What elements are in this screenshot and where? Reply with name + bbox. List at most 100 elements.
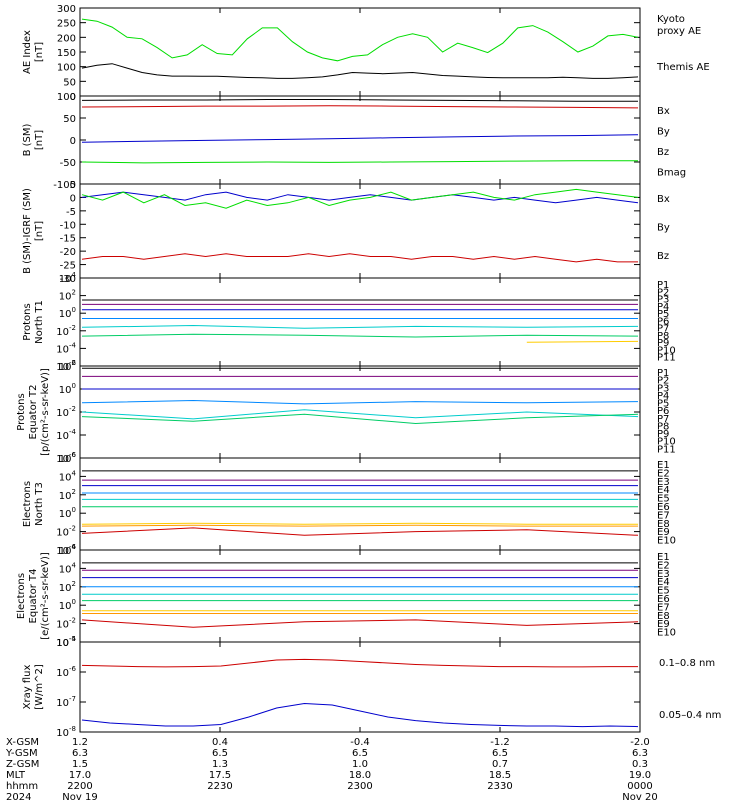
legend-label: P1: [657, 368, 669, 379]
y-tick-label: 104: [59, 469, 77, 483]
legend-label: E8: [657, 519, 670, 530]
y-tick-label: 50: [63, 114, 76, 125]
panel-frame: [79, 365, 641, 459]
axis-table-label: Y-GSM: [5, 748, 38, 759]
legend-label: Bx: [657, 194, 670, 205]
y-tick-label: 10-4: [56, 543, 76, 557]
legend-label: E10: [657, 536, 676, 547]
axis-table-label: MLT: [6, 770, 26, 781]
y-axis-label: Xray flux: [22, 665, 33, 710]
series-line-P5: [81, 324, 639, 329]
axis-table-value: -1.2: [490, 737, 510, 748]
legend-label: E7: [657, 602, 670, 613]
y-tick-label: -15: [60, 234, 76, 245]
axis-table-value: 1.5: [72, 759, 88, 770]
series-line-P6: [81, 413, 639, 425]
y-tick-label: 5: [70, 180, 76, 191]
legend-label: P9: [657, 338, 669, 349]
legend-label: P5: [657, 399, 669, 410]
panel-8: [79, 641, 641, 733]
axis-table-value: Nov 20: [622, 792, 657, 800]
legend-label: E3: [657, 477, 670, 488]
y-tick-label: 200: [57, 33, 76, 44]
legend-label: P3: [657, 383, 669, 394]
y-tick-label: -25: [60, 261, 76, 272]
y-tick-label: 106: [59, 543, 77, 557]
legend-label: E2: [657, 560, 670, 571]
series-line-Bz: [81, 105, 639, 109]
y-tick-label: 0: [70, 92, 76, 103]
legend-label: E9: [657, 527, 670, 538]
series-line-P5: [81, 409, 639, 420]
y-tick-label: 100: [57, 92, 76, 103]
y-tick-label: 10-2: [56, 324, 76, 338]
axis-table-value: 17.0: [69, 770, 91, 781]
axis-table-value: 18.5: [489, 770, 511, 781]
legend-label: E1: [657, 460, 670, 471]
y-axis-label: Electrons: [16, 573, 27, 619]
legend-label: P4: [657, 302, 669, 313]
legend-label: P11: [657, 444, 676, 455]
legend-label: Themis AE: [656, 62, 710, 73]
series-line-Kyoto proxy AE: [81, 18, 639, 62]
axis-table-value: -2.0: [630, 737, 650, 748]
legend-label: P10: [657, 437, 676, 448]
axis-table-value: 18.0: [349, 770, 371, 781]
y-tick-label: 250: [57, 19, 76, 30]
y-axis-label: Protons: [16, 393, 27, 430]
y-axis-label: Protons: [22, 303, 33, 340]
y-tick-label: -10: [60, 220, 76, 231]
series-line-0.1–0.8 nm: [81, 658, 638, 668]
y-tick-label: 0: [70, 193, 76, 204]
legend-label: Kyoto: [657, 14, 685, 25]
series-line-E9: [81, 527, 639, 536]
y-tick-label: 0: [70, 136, 76, 147]
axis-table-value: 0000: [627, 781, 652, 792]
y-tick-label: 10-4: [56, 341, 76, 355]
axis-table-value: 6.5: [212, 748, 228, 759]
legend-label: E5: [657, 494, 670, 505]
legend-label: proxy AE: [657, 26, 701, 37]
axis-table-value: Nov 19: [62, 792, 97, 800]
axis-table-value: 6.5: [492, 748, 508, 759]
legend-label: P1: [657, 280, 669, 291]
y-tick-label: 10-4: [56, 428, 76, 442]
y-axis-label: Electrons: [22, 481, 33, 527]
axis-table-label: X-GSM: [6, 737, 39, 748]
y-axis-label: Equator T4: [28, 569, 39, 624]
y-tick-label: 102: [59, 488, 76, 502]
axis-table-value: 19.0: [629, 770, 651, 781]
axis-table-value: 2230: [207, 781, 232, 792]
legend-label: E3: [657, 569, 670, 580]
y-tick-label: 300: [57, 4, 76, 15]
series-line-Bz: [81, 253, 638, 263]
y-tick-label: -20: [60, 247, 76, 258]
y-tick-label: -5: [66, 207, 76, 218]
series-line-Themis AE: [81, 63, 639, 79]
y-tick-label: -50: [60, 158, 76, 169]
y-tick-label: 10-8: [56, 725, 76, 739]
legend-label: Bx: [657, 106, 670, 117]
axis-table-value: 1.3: [212, 759, 228, 770]
legend-label: P3: [657, 295, 669, 306]
legend-label: Bmag: [657, 167, 686, 178]
legend-label: E6: [657, 502, 670, 513]
legend-label: E10: [657, 628, 676, 639]
series-line-Bx: [81, 191, 639, 204]
y-axis-label: [e/(cm²-s-sr-keV)]: [40, 552, 51, 640]
y-tick-label: 102: [59, 359, 76, 373]
legend-label: 0.05–0.4 nm: [659, 710, 721, 721]
series-line-By: [81, 160, 638, 164]
y-tick-label: 10-2: [56, 525, 76, 539]
axis-table-label: hhmm: [6, 781, 38, 792]
series-line-E8: [81, 524, 638, 527]
legend-label: P8: [657, 421, 669, 432]
y-tick-label: 100: [59, 306, 76, 320]
y-axis-label: AE Index: [22, 30, 33, 74]
series-line-By: [81, 188, 639, 209]
series-line-P4: [81, 399, 639, 405]
series-line-Bmag: [81, 99, 638, 102]
legend-label: P7: [657, 414, 669, 425]
y-tick-label: 10-4: [56, 635, 76, 649]
